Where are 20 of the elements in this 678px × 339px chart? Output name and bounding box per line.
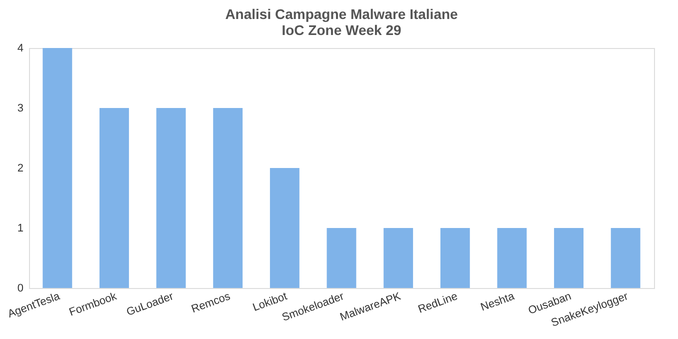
chart-subtitle: IoC Zone Week 29 — [282, 22, 402, 38]
bar — [440, 228, 470, 288]
bar — [42, 48, 72, 288]
bar — [610, 228, 640, 288]
x-tick-label: Remcos — [190, 290, 232, 316]
bar — [270, 168, 300, 288]
y-tick-label: 3 — [17, 102, 24, 114]
y-tick-label: 1 — [17, 222, 24, 234]
chart-title: Analisi Campagne Malware Italiane — [225, 6, 458, 22]
bar — [326, 228, 356, 288]
y-tick-label: 4 — [17, 42, 24, 54]
bar — [497, 228, 527, 288]
y-tick-label: 2 — [17, 162, 24, 174]
bar — [384, 228, 414, 288]
bar — [100, 108, 129, 288]
y-tick-label: 0 — [17, 282, 24, 294]
bar — [213, 108, 243, 288]
bar — [554, 228, 584, 288]
bar — [156, 108, 186, 288]
x-tick-label: Neshta — [479, 290, 517, 314]
